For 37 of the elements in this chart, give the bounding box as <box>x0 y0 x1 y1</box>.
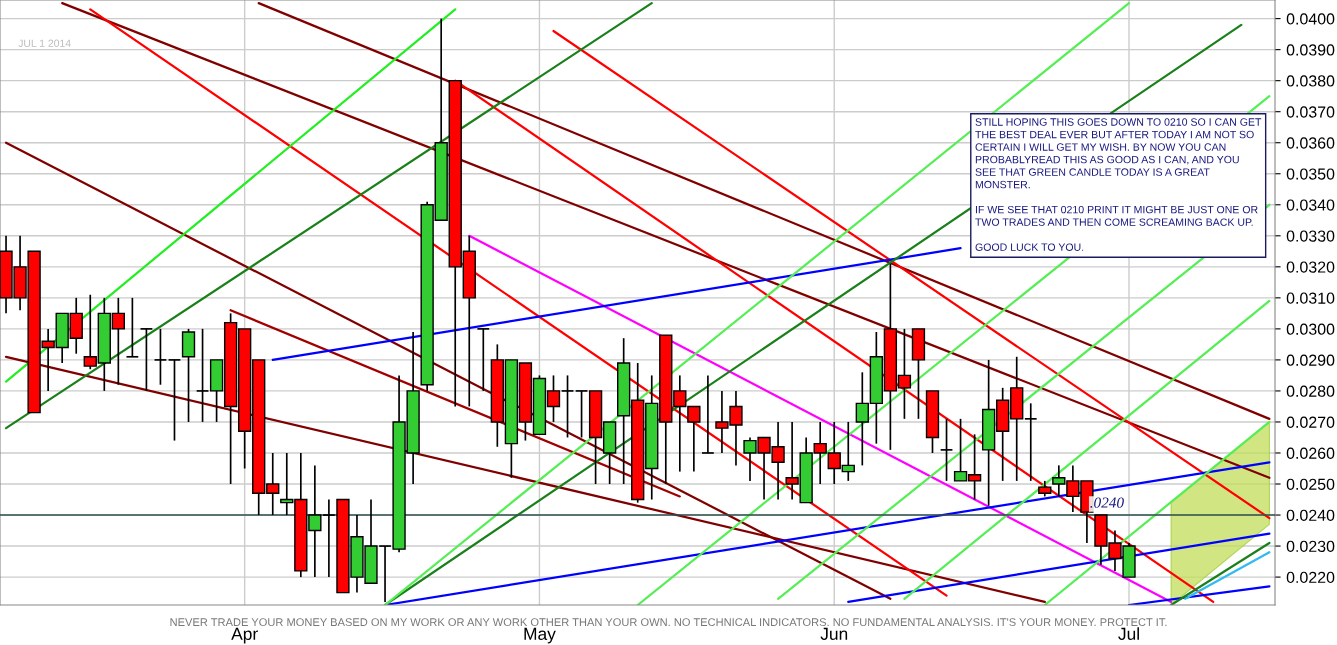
x-tick-label: May <box>524 627 556 644</box>
candlestick <box>1024 402 1038 482</box>
y-tick-label: 0.0230 <box>1286 540 1335 552</box>
y-tick-label: 0.0340 <box>1286 199 1335 211</box>
x-tick-label: Apr <box>231 627 258 644</box>
y-tick-label: 0.0360 <box>1286 137 1335 149</box>
candlestick <box>167 359 182 442</box>
candlestick <box>701 374 715 454</box>
y-tick-label: 0.0250 <box>1286 478 1335 490</box>
y-tick-label: 0.0290 <box>1286 354 1335 366</box>
y-tick-label: 0.0320 <box>1286 261 1335 273</box>
y-tick-label: 0.0350 <box>1286 168 1335 180</box>
candlestick <box>125 297 140 358</box>
candlestick <box>139 328 154 392</box>
y-tick-label: 0.0220 <box>1286 571 1335 584</box>
y-tick-label: 0.0300 <box>1286 323 1335 335</box>
text: NEVER TRADE YOUR MONEY BASED ON MY WORK OR ANY WORK OTHER THAN YOUR OWN. NO TECHNICAL INDICATORS. NO FUNDAMENTAL ANALYSIS. IT'S YOUR MONEY. PROTECT IT. <box>170 618 1167 627</box>
y-tick-label: 0.0280 <box>1286 385 1335 397</box>
ref-line-label: .0240 <box>1090 497 1124 508</box>
x-tick-label: Jul <box>1118 627 1139 640</box>
y-tick-label: 0.0400 <box>1286 13 1335 25</box>
candlestick <box>195 328 210 423</box>
candlestick <box>939 418 954 482</box>
y-tick-label: 0.0390 <box>1286 44 1335 56</box>
candlestick <box>574 390 589 439</box>
y-tick-label: 0.0240 <box>1286 509 1335 521</box>
x-tick-label: Jun <box>820 627 848 640</box>
y-tick-label: 0.0380 <box>1286 75 1335 87</box>
y-tick-label: 0.0370 <box>1286 106 1335 118</box>
candlestick <box>560 374 575 439</box>
y-tick-label: 0.0270 <box>1286 416 1335 428</box>
y-tick-label: 0.0330 <box>1286 230 1335 242</box>
text: STILL HOPING THIS GOES DOWN TO 0210 SO I CAN GET THE BEST DEAL EVER BUT AFTER TODAY I AM NOT SO CERTAIN I WILL GET MY WISH. BY NOW YOU CAN PROBABLYREAD THIS AS GOOD AS I CAN, AND YOU SEE THAT GREEN CANDLE TODAY IS A GREAT MONSTER. IF WE SEE THAT 0210 PRINT IT MIGHT BE JUST ONE OR TWO TRADES AND THEN COME SCREAMING BACK UP. GOOD LUCK TO YOU. <box>975 118 1262 251</box>
candlestick <box>476 328 491 392</box>
y-tick-label: 0.0310 <box>1286 292 1335 304</box>
candlestick <box>153 328 168 386</box>
y-tick-label: 0.0260 <box>1286 447 1335 459</box>
